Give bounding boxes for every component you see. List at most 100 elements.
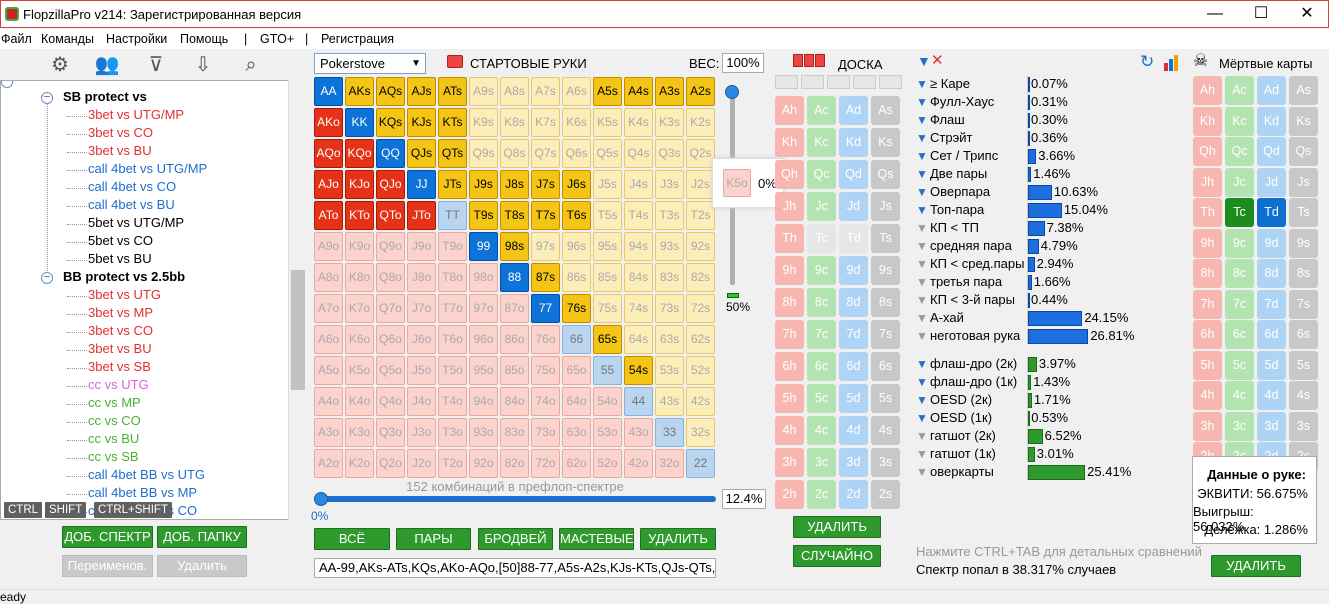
card-Js[interactable]: Js (871, 192, 900, 221)
tree-folder[interactable]: SB protect vs (63, 89, 147, 104)
hand-cell[interactable]: K7s (531, 108, 560, 137)
hand-cell[interactable]: 32o (655, 449, 684, 478)
hand-cell[interactable]: AQs (376, 77, 405, 106)
card-Kh[interactable]: Kh (1193, 106, 1222, 136)
card-3s[interactable]: 3s (1289, 411, 1318, 441)
card-Th[interactable]: Th (775, 224, 804, 253)
card-5s[interactable]: 5s (1289, 350, 1318, 380)
card-Ah[interactable]: Ah (1193, 76, 1222, 105)
hand-cell[interactable]: 76o (531, 325, 560, 354)
hand-cell[interactable]: J5s (593, 170, 622, 199)
hand-cell[interactable]: K4s (624, 108, 653, 137)
hand-cell[interactable]: KTs (438, 108, 467, 137)
hand-cell[interactable]: KQs (376, 108, 405, 137)
card-Kd[interactable]: Kd (839, 128, 868, 157)
tree-item[interactable]: 3bet vs BU (88, 143, 152, 158)
filter-icon[interactable]: ▼ (916, 257, 928, 271)
hand-cell[interactable]: J8o (407, 263, 436, 292)
card-Qc[interactable]: Qc (807, 160, 836, 189)
hand-cell[interactable]: Q8s (500, 139, 529, 168)
hand-cell[interactable]: 63s (655, 325, 684, 354)
hand-cell[interactable]: Q4s (624, 139, 653, 168)
card-5d[interactable]: 5d (1257, 350, 1286, 380)
hand-cell[interactable]: K6o (345, 325, 374, 354)
hand-cell[interactable]: A7s (531, 77, 560, 106)
card-4d[interactable]: 4d (1257, 381, 1286, 410)
hand-cell[interactable]: 87s (531, 263, 560, 292)
hand-cell[interactable]: 42s (686, 387, 715, 416)
hand-cell[interactable]: 92o (469, 449, 498, 478)
board-slot[interactable] (827, 75, 850, 89)
tree-item[interactable]: cc vs UTG (88, 377, 149, 392)
range-tree[interactable]: − − SB protect vs 3bet vs UTG/MP 3bet vs CO… (0, 80, 306, 520)
hand-cell[interactable]: T6o (438, 325, 467, 354)
hand-cell[interactable]: KJo (345, 170, 374, 199)
hand-cell[interactable]: 52o (593, 449, 622, 478)
tree-item[interactable]: call 4bet vs BU (88, 197, 175, 212)
hand-cell[interactable]: K2s (686, 108, 715, 137)
hand-cell[interactable]: A5o (314, 356, 343, 385)
hand-cell[interactable]: Q3s (655, 139, 684, 168)
hand-cell[interactable]: K5o (345, 356, 374, 385)
range-text-input[interactable]: AA-99,AKs-ATs,KQs,AKo-AQo,[50]88-77,A5s-… (314, 558, 716, 578)
clear-filter-icon[interactable]: ✕ (931, 52, 944, 69)
menu-commands[interactable]: Команды (41, 32, 94, 46)
hand-cell[interactable]: J3s (655, 170, 684, 199)
hand-cell[interactable]: QTo (376, 201, 405, 230)
hand-cell[interactable]: J9s (469, 170, 498, 199)
card-Ad[interactable]: Ad (839, 96, 868, 125)
hand-cell[interactable]: 74o (531, 387, 560, 416)
hand-cell[interactable]: K8s (500, 108, 529, 137)
hand-cell[interactable]: J6o (407, 325, 436, 354)
filter-icon[interactable]: ▼ (916, 447, 928, 461)
hand-cell[interactable]: T8o (438, 263, 467, 292)
hand-cell[interactable]: 73o (531, 418, 560, 447)
hand-cell[interactable]: T3s (655, 201, 684, 230)
hand-cell[interactable]: A6s (562, 77, 591, 106)
hand-cell[interactable]: 75s (593, 294, 622, 323)
menu-settings[interactable]: Настройки (106, 32, 168, 46)
hand-cell[interactable]: 44 (624, 387, 653, 416)
tree-item[interactable]: cc vs SB (88, 449, 139, 464)
hand-cell[interactable]: J6s (562, 170, 591, 199)
card-2s[interactable]: 2s (871, 480, 900, 509)
hand-cell[interactable]: 43s (655, 387, 684, 416)
hand-cell[interactable]: T8s (500, 201, 529, 230)
hand-cell[interactable]: T7s (531, 201, 560, 230)
close-button[interactable]: ✕ (1300, 5, 1314, 22)
card-9c[interactable]: 9c (1225, 228, 1254, 258)
hand-cell[interactable]: K4o (345, 387, 374, 416)
card-Js[interactable]: Js (1289, 167, 1318, 197)
card-5c[interactable]: 5c (1225, 350, 1254, 380)
hand-cell[interactable]: 84s (624, 263, 653, 292)
minimize-button[interactable]: — (1207, 5, 1223, 22)
hand-cell[interactable]: A5s (593, 77, 622, 106)
card-3h[interactable]: 3h (1193, 411, 1222, 441)
card-7c[interactable]: 7c (1225, 289, 1254, 319)
hand-cell[interactable]: 94s (624, 232, 653, 261)
card-6s[interactable]: 6s (1289, 320, 1318, 349)
card-8c[interactable]: 8c (807, 288, 836, 317)
rename-button[interactable]: Переименов. (62, 555, 153, 577)
tree-item[interactable]: cc vs MP (88, 395, 141, 410)
card-9s[interactable]: 9s (871, 256, 900, 285)
hand-cell[interactable]: 64s (624, 325, 653, 354)
card-9h[interactable]: 9h (1193, 228, 1222, 258)
hand-cell[interactable]: ATs (438, 77, 467, 106)
hand-cell[interactable]: AJs (407, 77, 436, 106)
tree-folder[interactable]: BB protect vs 2.5bb (63, 269, 186, 284)
filter-icon[interactable]: ▼ (916, 465, 928, 479)
card-9d[interactable]: 9d (1257, 228, 1286, 258)
hand-cell[interactable]: TT (438, 201, 467, 230)
hand-cell[interactable]: K6s (562, 108, 591, 137)
board-slot[interactable] (879, 75, 902, 89)
hand-cell[interactable]: 52s (686, 356, 715, 385)
slider-knob[interactable] (314, 492, 328, 506)
hand-cell[interactable]: Q6o (376, 325, 405, 354)
card-7s[interactable]: 7s (871, 320, 900, 349)
hand-cell[interactable]: 63o (562, 418, 591, 447)
hand-cell[interactable]: 74s (624, 294, 653, 323)
hand-cell[interactable]: J4s (624, 170, 653, 199)
card-As[interactable]: As (1289, 76, 1318, 105)
percent-input[interactable]: 12.4% (722, 489, 766, 509)
